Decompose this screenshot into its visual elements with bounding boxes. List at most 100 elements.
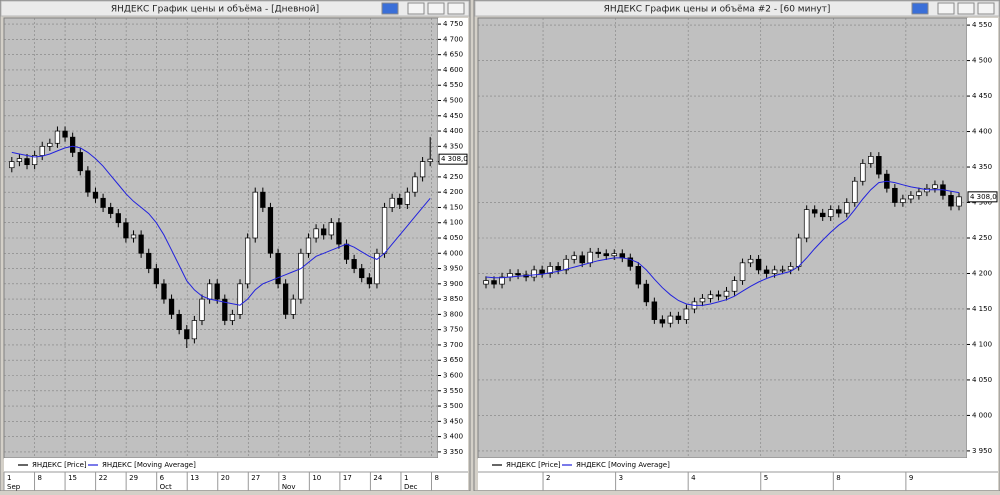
legend-label: ЯНДЕКС [Price] — [32, 461, 87, 469]
candle-body — [844, 202, 850, 214]
x-tick-label: 8 — [836, 474, 840, 482]
candle-body — [404, 191, 411, 205]
candle-body — [138, 234, 144, 254]
candle-body — [683, 308, 690, 320]
x-tick-label: 10 — [312, 474, 321, 482]
y-tick-label: 4 700 — [443, 35, 463, 43]
candle-body — [619, 253, 626, 259]
y-tick-label: 4 400 — [443, 127, 463, 135]
candle-body — [555, 266, 561, 271]
minimize-button[interactable] — [407, 2, 425, 15]
y-tick-label: 3 750 — [443, 326, 463, 334]
maximize-button[interactable] — [427, 2, 445, 15]
y-tick-label: 3 500 — [443, 402, 463, 410]
minimize-button[interactable] — [937, 2, 955, 15]
close-button[interactable] — [447, 2, 465, 15]
candle-body — [244, 237, 251, 285]
y-tick-label: 3 950 — [443, 265, 463, 273]
x-tick-label: 8 — [38, 474, 42, 482]
candle-body — [115, 213, 121, 224]
pin-button[interactable] — [911, 2, 929, 15]
candle-body — [627, 257, 634, 267]
bottom-area — [478, 458, 998, 490]
y-tick-label: 4 250 — [443, 173, 463, 181]
moving-average-line — [485, 180, 960, 306]
candle-body — [427, 158, 433, 162]
candle-body — [531, 269, 537, 278]
maximize-button[interactable] — [957, 2, 975, 15]
candle-body — [803, 209, 810, 239]
y-tick-label: 4 550 — [972, 21, 992, 29]
candle-body — [381, 207, 388, 254]
y-tick-label: 3 850 — [443, 295, 463, 303]
x-tick-label: 15 — [68, 474, 77, 482]
candle-body — [547, 266, 553, 274]
candle-body — [412, 176, 418, 193]
y-tick-label: 4 200 — [443, 188, 463, 196]
candle-body — [184, 329, 190, 340]
candle-body — [419, 161, 426, 178]
y-tick-label: 4 350 — [972, 163, 992, 171]
candle-body — [499, 276, 505, 285]
month-label: Nov — [282, 483, 296, 491]
y-tick-label: 4 500 — [443, 97, 463, 105]
candle-body — [366, 277, 372, 285]
candle-body — [771, 269, 778, 274]
month-label: Oct — [160, 483, 172, 491]
candle-body — [892, 187, 898, 203]
candle-body — [199, 298, 205, 321]
y-tick-label: 4 300 — [972, 199, 992, 207]
last-value-label: 4 308,0 — [441, 155, 468, 163]
candle-body — [313, 228, 319, 239]
y-tick-label: 4 450 — [443, 112, 463, 120]
candle-body — [39, 145, 45, 156]
candle-body — [252, 191, 258, 239]
legend-label: ЯНДЕКС [Moving Average] — [102, 461, 196, 469]
x-tick-label: 22 — [99, 474, 108, 482]
candle-body — [876, 156, 882, 175]
y-tick-label: 3 350 — [443, 448, 463, 456]
y-tick-label: 3 600 — [443, 372, 463, 380]
candle-body — [491, 280, 497, 285]
chart-window: ЯНДЕКС График цены и объёма - [Дневной] 3… — [0, 0, 471, 492]
x-tick-label: 24 — [373, 474, 382, 482]
x-tick-label: 17 — [343, 474, 352, 482]
candle-body — [9, 161, 15, 169]
close-button[interactable] — [977, 2, 995, 15]
axis-area — [438, 18, 468, 458]
candle-body — [153, 268, 159, 285]
candle-body — [852, 180, 858, 203]
candle-body — [900, 198, 906, 203]
candle-body — [731, 280, 738, 292]
x-tick-label: 2 — [546, 474, 550, 482]
candle-body — [795, 237, 802, 267]
x-tick-label: 3 — [619, 474, 623, 482]
y-tick-label: 4 050 — [443, 234, 463, 242]
candle-body — [123, 222, 129, 239]
candle-body — [77, 152, 83, 172]
candle-body — [336, 222, 342, 245]
candle-body — [374, 252, 380, 285]
month-label: Dec — [404, 483, 418, 491]
candle-body — [237, 283, 243, 315]
pin-button[interactable] — [381, 2, 399, 15]
candle-body — [779, 269, 786, 272]
candle-body — [168, 298, 175, 315]
candle-body — [290, 298, 296, 315]
last-value-label: 4 308,0 — [970, 193, 997, 201]
candle-body — [130, 234, 137, 239]
candle-body — [860, 163, 866, 182]
candle-body — [321, 228, 327, 236]
candle-body — [699, 297, 706, 303]
candle-body — [739, 262, 746, 281]
month-label: Sep — [7, 483, 21, 491]
x-tick-label: 5 — [764, 474, 768, 482]
candle-body — [603, 253, 610, 257]
y-tick-label: 3 700 — [443, 341, 463, 349]
candle-body — [62, 130, 68, 138]
candle-body — [222, 298, 228, 321]
candle-body — [275, 252, 281, 285]
bottom-area — [4, 458, 468, 490]
y-tick-label: 4 050 — [972, 376, 992, 384]
